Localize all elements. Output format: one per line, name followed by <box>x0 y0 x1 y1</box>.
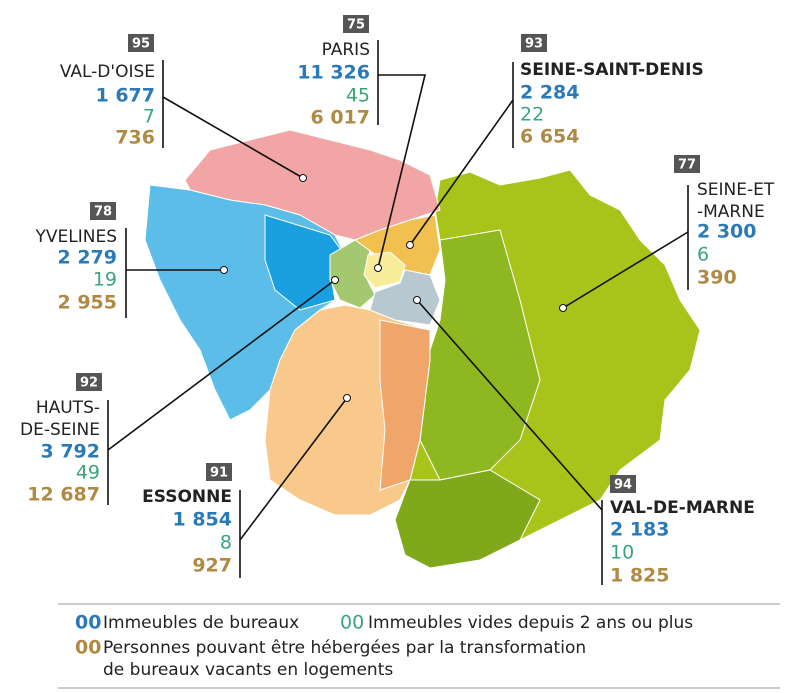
value-offices: 2 279 <box>58 247 118 269</box>
code-box <box>521 34 547 52</box>
value-vacant: 19 <box>93 269 117 291</box>
leader-dot <box>220 266 228 274</box>
department-name: PARIS <box>322 40 370 60</box>
department-code: 93 <box>525 37 543 52</box>
department-code: 94 <box>614 478 632 493</box>
code-box <box>90 202 116 220</box>
code-box <box>674 155 700 173</box>
legend: 00 Immeubles de bureaux 00 Immeubles vides … <box>58 603 780 689</box>
leader-dot <box>299 174 307 182</box>
value-offices: 11 326 <box>297 62 370 84</box>
value-housing: 927 <box>192 555 232 577</box>
value-offices: 2 300 <box>697 221 757 243</box>
code-box <box>206 463 232 481</box>
value-housing: 736 <box>115 127 155 149</box>
department-code: 91 <box>210 466 228 481</box>
leader-dot <box>343 394 351 402</box>
legend-text: Immeubles vides depuis 2 ans ou plus <box>368 613 693 633</box>
leader-dot <box>406 241 414 249</box>
leader-line <box>409 99 514 246</box>
value-vacant: 6 <box>697 244 709 266</box>
val-de-marne <box>369 269 441 326</box>
legend-text: de bureaux vacants en logements <box>103 660 393 680</box>
value-vacant: 49 <box>76 462 100 484</box>
leader-dot <box>559 304 567 312</box>
code-box <box>76 373 102 391</box>
value-vacant: 22 <box>520 104 544 126</box>
value-vacant: 10 <box>610 542 634 564</box>
department-name: DE-SEINE <box>20 420 100 440</box>
essonne-east <box>379 319 431 491</box>
department-name: HAUTS- <box>36 398 100 418</box>
leader-dot <box>374 264 382 272</box>
legend-marker: 00 <box>340 612 364 634</box>
department-code: 95 <box>132 37 150 52</box>
legend-text: Immeubles de bureaux <box>103 613 299 633</box>
department-code: 77 <box>678 158 696 173</box>
value-housing: 390 <box>697 267 737 289</box>
code-box <box>343 15 369 33</box>
department-name: VAL-DE-MARNE <box>610 498 755 518</box>
department-name: YVELINES <box>35 227 118 247</box>
department-name: ESSONNE <box>142 487 232 507</box>
value-offices: 3 792 <box>41 441 101 463</box>
leader-line <box>162 96 304 179</box>
value-vacant: 7 <box>143 106 155 128</box>
value-offices: 1 677 <box>96 85 156 107</box>
department-name: -MARNE <box>697 202 765 222</box>
legend-marker: 00 <box>75 637 101 659</box>
legend-text: Personnes pouvant être hébergées par la … <box>103 638 586 658</box>
value-vacant: 8 <box>220 532 232 554</box>
value-housing: 6 017 <box>311 107 371 129</box>
value-offices: 1 854 <box>173 509 233 531</box>
value-housing: 1 825 <box>610 565 670 587</box>
yvelines-east <box>264 214 346 311</box>
value-vacant: 45 <box>346 85 370 107</box>
value-offices: 2 284 <box>520 82 580 104</box>
department-code: 75 <box>347 18 365 33</box>
department-name: VAL-D'OISE <box>60 62 155 82</box>
department-name: SEINE-ET <box>697 180 775 200</box>
department-name: SEINE-SAINT-DENIS <box>520 60 704 80</box>
value-housing: 2 955 <box>58 292 118 314</box>
code-box <box>610 475 636 493</box>
value-offices: 2 183 <box>610 519 670 541</box>
legend-marker: 00 <box>75 612 101 634</box>
code-box <box>128 34 154 52</box>
leader-line <box>416 299 603 511</box>
leader-dot <box>331 276 339 284</box>
value-housing: 6 654 <box>520 126 580 148</box>
leader-dot <box>413 296 421 304</box>
leader-line <box>239 397 348 541</box>
department-code: 92 <box>80 376 98 391</box>
leader-line <box>562 231 689 309</box>
seine-et-marne-south <box>394 469 541 569</box>
map <box>144 129 701 569</box>
value-housing: 12 687 <box>27 484 100 506</box>
leader-line <box>107 279 336 451</box>
department-code: 78 <box>94 205 112 220</box>
leader-line <box>377 74 427 269</box>
